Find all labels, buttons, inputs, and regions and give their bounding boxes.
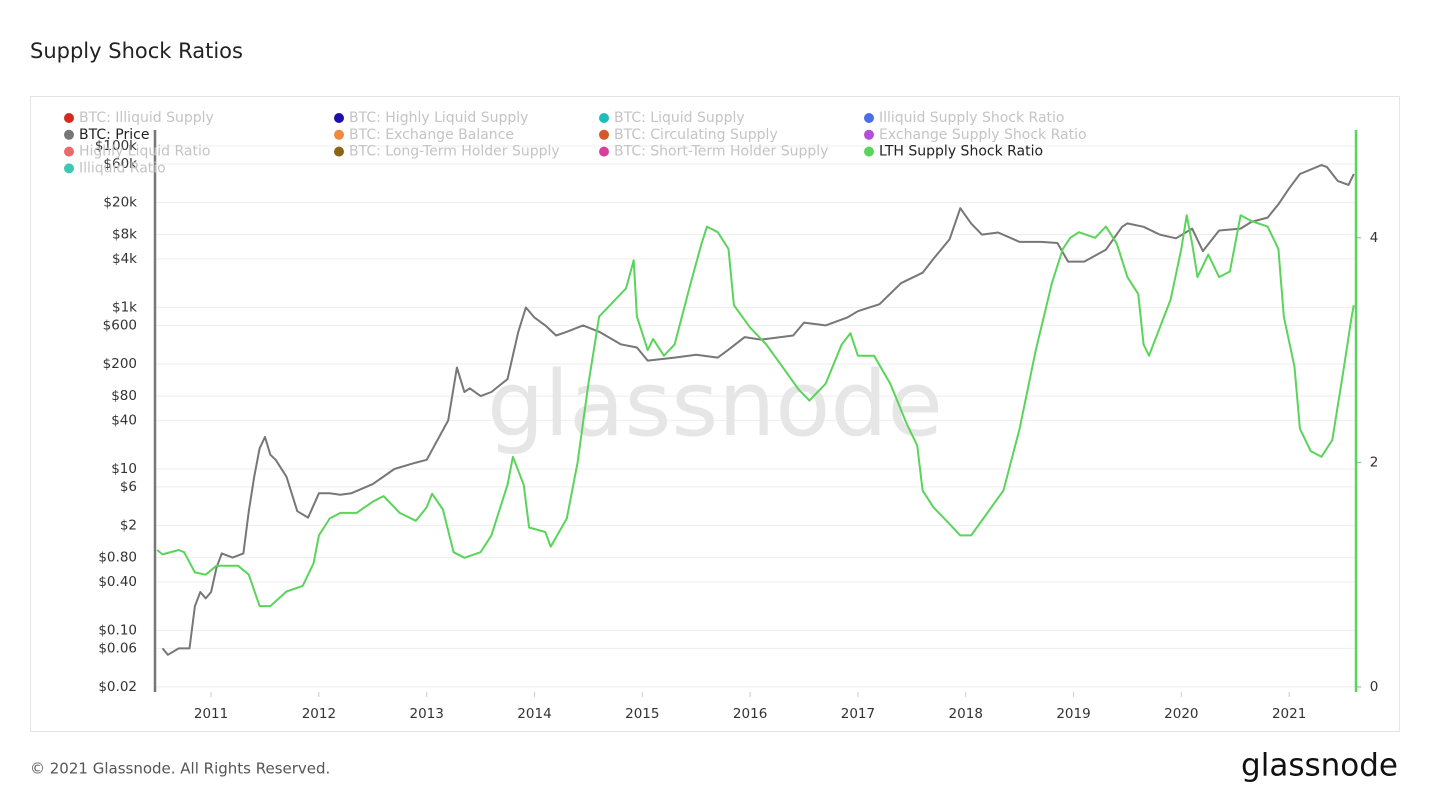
- legend-swatch: [864, 129, 874, 140]
- legend-label: BTC: Circulating Supply: [614, 127, 778, 143]
- legend-item[interactable]: BTC: Illiquid Supply: [64, 110, 214, 126]
- y-tick-label: $600: [103, 317, 137, 333]
- legend-label: BTC: Long-Term Holder Supply: [349, 144, 560, 160]
- y-tick-label: $200: [103, 356, 137, 372]
- legend-item[interactable]: Exchange Supply Shock Ratio: [864, 127, 1087, 143]
- series-line: [161, 164, 1355, 656]
- x-tick-label: 2021: [1272, 706, 1306, 722]
- y-tick-label: $20k: [103, 194, 137, 210]
- y2-tick-label: 2: [1370, 454, 1379, 470]
- legend-swatch: [864, 113, 874, 123]
- watermark: glassnode: [487, 352, 943, 457]
- legend-item[interactable]: BTC: Long-Term Holder Supply: [334, 144, 560, 160]
- y-tick-label: $0.40: [98, 574, 137, 590]
- legend-label: Highly Liquid Ratio: [79, 144, 210, 160]
- legend-label: BTC: Exchange Balance: [349, 127, 514, 143]
- x-tick-label: 2013: [410, 706, 444, 722]
- legend-swatch: [334, 129, 344, 140]
- logo: glassnode: [1241, 748, 1398, 784]
- legend-label: LTH Supply Shock Ratio: [879, 144, 1043, 160]
- legend-label: Illiquid Supply Shock Ratio: [879, 110, 1064, 126]
- x-tick-label: 2016: [733, 706, 767, 722]
- legend-label: BTC: Illiquid Supply: [79, 110, 214, 126]
- chart-title: Supply Shock Ratios: [30, 39, 243, 63]
- x-tick-label: 2017: [841, 706, 875, 722]
- chart-panel: [30, 96, 1400, 732]
- legend-item[interactable]: LTH Supply Shock Ratio: [864, 144, 1043, 160]
- legend-swatch: [599, 129, 609, 140]
- legend-label: Illiquid Ratio: [79, 160, 166, 176]
- y-tick-label: $1k: [112, 300, 137, 316]
- y-tick-label: $60k: [103, 156, 137, 172]
- plot: [156, 164, 1355, 656]
- x-tick-label: 2014: [517, 706, 551, 722]
- legend-item[interactable]: BTC: Exchange Balance: [334, 127, 514, 143]
- y-tick-label: $0.80: [98, 550, 137, 566]
- legend-label: Exchange Supply Shock Ratio: [879, 127, 1087, 143]
- legend-swatch: [599, 113, 609, 123]
- y2-tick-label: 4: [1370, 230, 1379, 246]
- legend-label: BTC: Highly Liquid Supply: [349, 110, 528, 126]
- legend-swatch: [64, 113, 74, 123]
- legend-swatch: [64, 146, 74, 157]
- copyright: © 2021 Glassnode. All Rights Reserved.: [30, 760, 330, 778]
- y-tick-label: $0.10: [98, 622, 137, 638]
- y-tick-label: $100k: [95, 138, 137, 154]
- x-tick-label: 2019: [1056, 706, 1090, 722]
- y-tick-label: $0.06: [98, 640, 137, 656]
- legend-item[interactable]: BTC: Circulating Supply: [599, 127, 778, 143]
- x-tick-label: 2011: [194, 706, 228, 722]
- y-tick-label: $6: [120, 479, 137, 495]
- grid: $0.02 $0.06 $0.10 $0.40 $0.80 $2 $6 $10 $40 $80 $2…: [95, 138, 1378, 722]
- y-tick-label: $2: [120, 517, 137, 533]
- legend-swatch: [864, 146, 874, 157]
- y-tick-label: $40: [111, 412, 137, 428]
- legend-item[interactable]: BTC: Short-Term Holder Supply: [599, 144, 828, 160]
- legend-swatch: [64, 163, 74, 174]
- y-tick-label: $8k: [112, 227, 137, 243]
- legend-item[interactable]: Illiquid Supply Shock Ratio: [864, 110, 1064, 126]
- y-tick-label: $10: [111, 461, 137, 477]
- y-tick-label: $80: [111, 388, 137, 404]
- legend-label: BTC: Short-Term Holder Supply: [614, 144, 828, 160]
- legend: BTC: Illiquid Supply BTC: Highly Liquid S…: [64, 110, 1087, 176]
- legend-item[interactable]: Illiquid Ratio: [64, 160, 166, 176]
- legend-item[interactable]: BTC: Liquid Supply: [599, 110, 745, 126]
- y-tick-label: $0.02: [98, 679, 137, 695]
- legend-item[interactable]: BTC: Highly Liquid Supply: [334, 110, 528, 126]
- legend-swatch: [599, 146, 609, 157]
- y2-tick-label: 0: [1370, 679, 1379, 695]
- x-tick-label: 2012: [302, 706, 336, 722]
- x-tick-label: 2015: [625, 706, 659, 722]
- legend-swatch: [334, 113, 344, 123]
- legend-swatch: [334, 146, 344, 157]
- legend-label: BTC: Liquid Supply: [614, 110, 745, 126]
- y-tick-label: $4k: [112, 251, 137, 267]
- legend-item[interactable]: Highly Liquid Ratio: [64, 144, 210, 160]
- legend-label: BTC: Price: [79, 127, 149, 143]
- legend-item[interactable]: BTC: Price: [64, 127, 149, 143]
- x-tick-label: 2020: [1164, 706, 1198, 722]
- legend-swatch: [64, 129, 74, 140]
- x-tick-label: 2018: [949, 706, 983, 722]
- series-line: [156, 214, 1355, 608]
